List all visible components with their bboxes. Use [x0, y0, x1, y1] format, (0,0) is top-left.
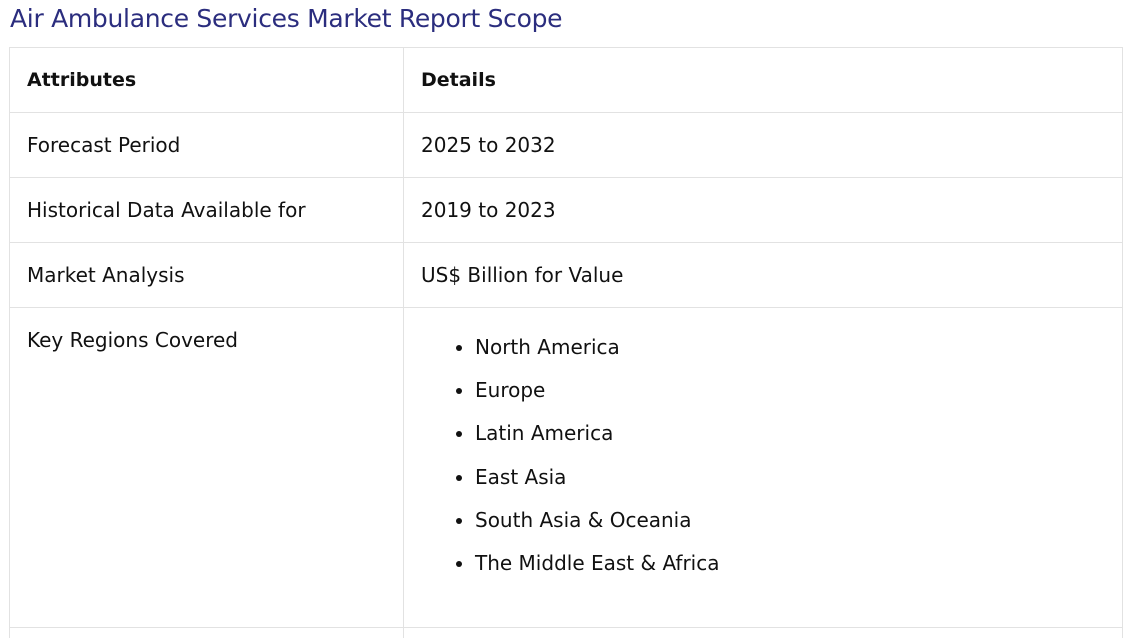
table-row: Forecast Period 2025 to 2032	[9, 112, 1123, 178]
table-header-row: Attributes Details	[9, 47, 1123, 113]
region-list: North America Europe Latin America East …	[421, 332, 1122, 591]
table-row-regions: Key Regions Covered North America Europe…	[9, 307, 1123, 628]
attribute-cell-empty	[9, 627, 404, 638]
detail-cell: 2025 to 2032	[403, 112, 1123, 178]
table-row-partial	[9, 627, 1123, 638]
attribute-cell: Historical Data Available for	[9, 177, 404, 243]
table-row: Historical Data Available for 2019 to 20…	[9, 177, 1123, 243]
detail-cell: US$ Billion for Value	[403, 242, 1123, 308]
list-item: South Asia & Oceania	[475, 505, 1122, 548]
attribute-cell: Key Regions Covered	[9, 307, 404, 628]
page-title: Air Ambulance Services Market Report Sco…	[10, 4, 563, 33]
attribute-cell: Forecast Period	[9, 112, 404, 178]
detail-cell: 2019 to 2023	[403, 177, 1123, 243]
list-item: Latin America	[475, 418, 1122, 461]
detail-cell-empty	[403, 627, 1123, 638]
attribute-cell: Market Analysis	[9, 242, 404, 308]
details-header: Details	[403, 47, 1123, 113]
list-item: Europe	[475, 375, 1122, 418]
table-row: Market Analysis US$ Billion for Value	[9, 242, 1123, 308]
list-item: The Middle East & Africa	[475, 548, 1122, 591]
list-item: North America	[475, 332, 1122, 375]
list-item: East Asia	[475, 462, 1122, 505]
detail-cell-regions: North America Europe Latin America East …	[403, 307, 1123, 628]
attributes-header: Attributes	[9, 47, 404, 113]
report-scope-table: Attributes Details Forecast Period 2025 …	[9, 47, 1123, 638]
